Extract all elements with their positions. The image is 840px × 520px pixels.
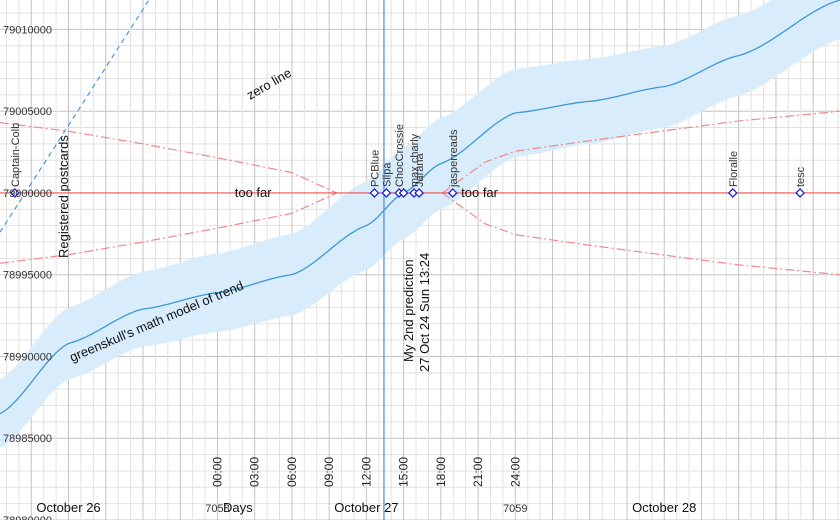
guess-label: ChocCrossie [394,124,406,187]
y-tick-label: 78995000 [3,270,52,282]
trend-uncertainty-band [0,0,840,449]
guess-markers [9,188,806,198]
guess-label: jasperreads [448,129,460,188]
too-far-left-lower-curve [0,192,337,264]
guess-label: tesc [795,166,807,187]
guess-marker [795,188,806,198]
guess-marker [447,188,458,198]
guess-label: PCBlue [369,150,381,187]
guess-label: Jarana [414,152,426,187]
zero-line-label: zero line [244,65,294,103]
date-label: October 26 [36,500,100,515]
hour-tick-label: 24:00 [508,457,522,487]
guess-marker [381,188,392,198]
date-label: October 27 [334,500,398,515]
too-far-right-upper-curve [441,110,840,194]
hour-tick-label: 12:00 [359,457,373,487]
too-far-label: too far [235,185,273,200]
too-far-label: too far [461,185,499,200]
hour-tick-label: 15:00 [397,457,411,487]
hour-tick-label: 21:00 [471,457,485,487]
too-far-curves [0,110,840,276]
guess-marker [727,188,738,198]
too-far-left-upper-curve [0,122,337,194]
day-number-label: 7058 [205,503,229,515]
too-far-right-lower-curve [441,192,840,276]
trend-band [0,0,840,449]
hour-tick-label: 06:00 [285,457,299,487]
guess-marker [398,188,409,198]
prediction-label-line2: 27 Oct 24 Sun 13:24 [417,253,432,372]
hour-tick-label: 03:00 [248,457,262,487]
y-tick-label: 78990000 [3,351,52,363]
y-tick-label: 78985000 [3,433,52,445]
hour-tick-label: 18:00 [434,457,448,487]
guess-marker [369,188,380,198]
y-tick-label: 78980000 [3,515,52,520]
trend-line [0,0,840,415]
y-tick-label: 79000000 [3,188,52,200]
guess-marker [414,188,425,198]
hour-tick-label: 00:00 [210,457,224,487]
guess-label: Floralle [728,151,740,187]
guess-label: Silpa [381,162,393,187]
guess-marker [9,188,20,198]
guess-label: Captain-Colb [10,123,22,187]
y-tick-label: 79010000 [3,24,52,36]
y-tick-label: 79005000 [3,106,52,118]
day-number-label: 7059 [503,503,527,515]
hour-tick-label: 09:00 [322,457,336,487]
y-axis-label: Registered postcards [56,135,71,258]
guess-label: max charly [409,133,421,187]
date-label: October 28 [632,500,696,515]
x-axis-label: Days [223,500,253,515]
prediction-label-line1: My 2nd prediction [401,259,416,362]
